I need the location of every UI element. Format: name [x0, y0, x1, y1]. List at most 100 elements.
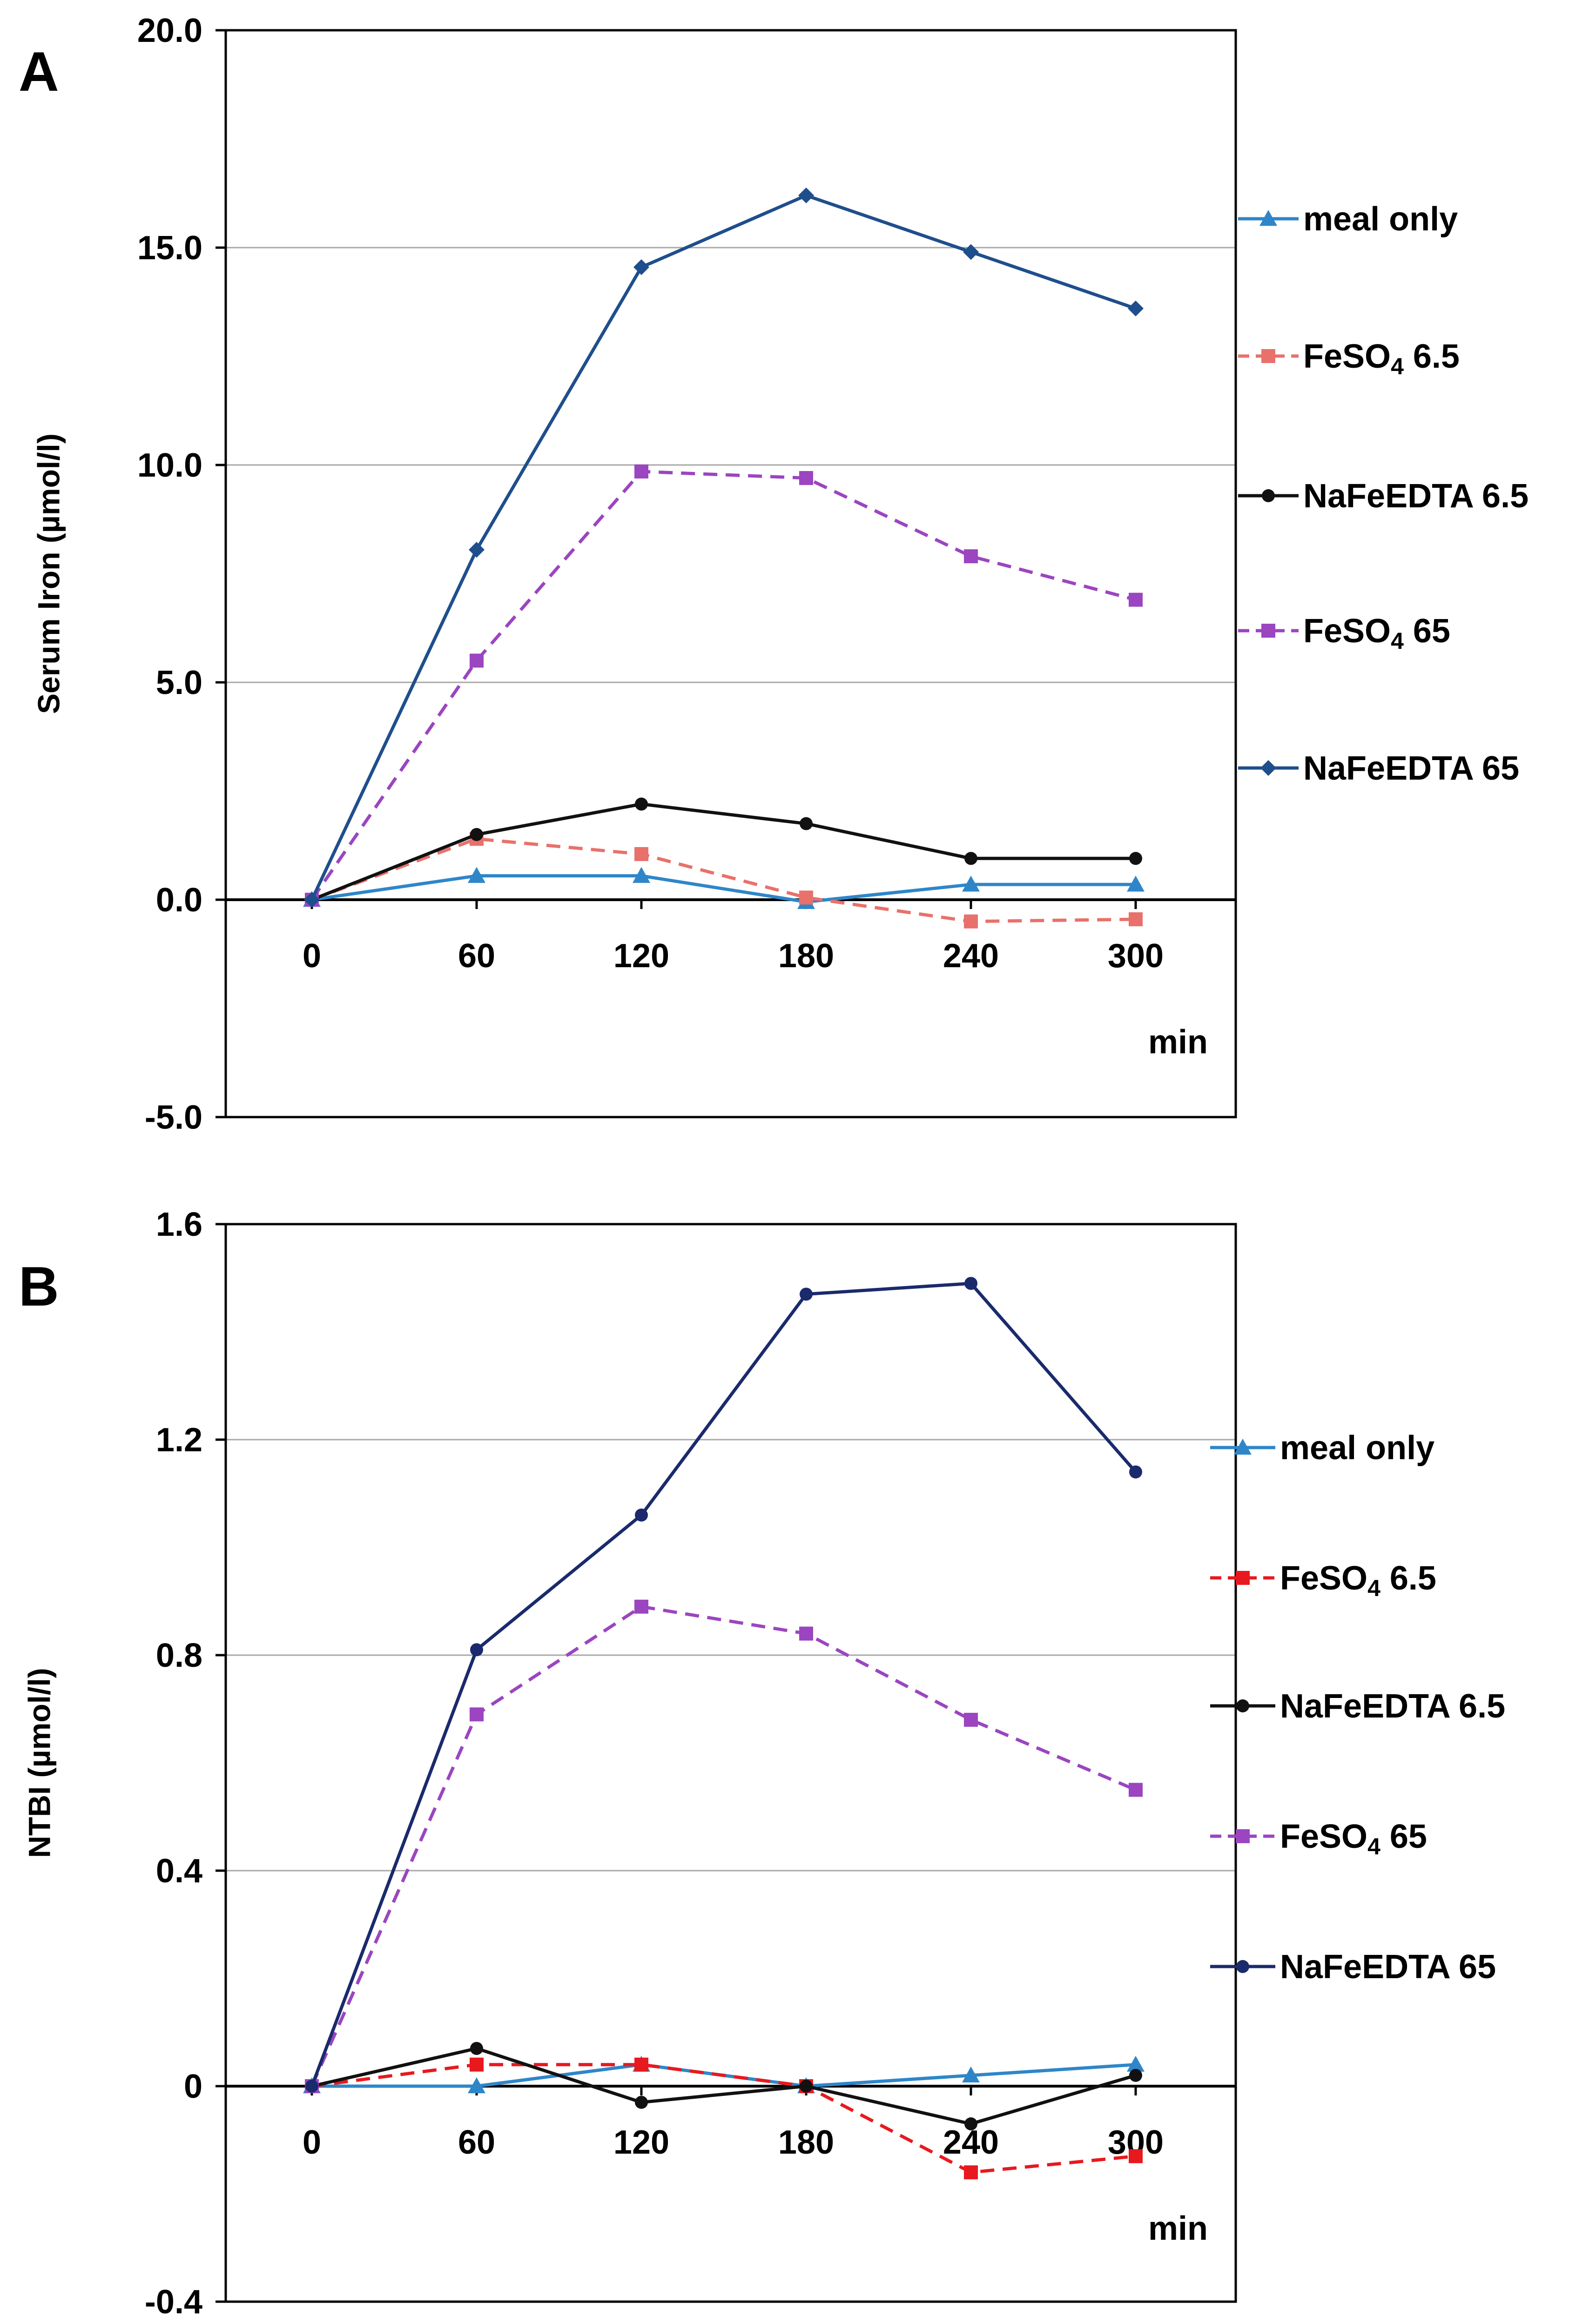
panel-a-y-tick-label: 10.0 [137, 447, 202, 484]
panel-b-series-1-point [1127, 2055, 1145, 2072]
panel-a-series-4-point [1129, 593, 1143, 607]
panel-a-series-4-point [634, 465, 648, 479]
panel-b-series-2 [305, 2057, 1143, 2180]
panel-a-series-1-line [311, 874, 1136, 904]
panel-b-series-5-point [1129, 1465, 1142, 1479]
panel-b-series-4 [305, 1599, 1143, 2093]
panel-a-y-tick-label: -5.0 [145, 1099, 202, 1136]
panel-b-series-4-point [634, 1599, 648, 1614]
panel-a-legend-entry: meal only [1238, 201, 1458, 238]
panel-a-series-4-point [799, 471, 813, 485]
panel-a-series-1-point [1127, 876, 1145, 892]
panel-a-series-2-point [1129, 912, 1143, 927]
panel-a-legend-marker [1261, 624, 1275, 638]
panel-a-series-5-point [469, 542, 485, 558]
panel-a-legend-marker [1259, 210, 1277, 226]
panel-a-y-tick-label: 15.0 [137, 229, 202, 267]
panel-b-series-5-point [305, 2080, 318, 2093]
panel-b-x-axis-title: min [1148, 2210, 1208, 2247]
panel-b-legend-label: meal only [1280, 1429, 1434, 1467]
panel-b-legend-marker [1236, 1571, 1250, 1585]
panel-b-series-4-line [310, 1605, 1137, 2087]
panel-a-legend-marker [1262, 489, 1275, 502]
panel-a-series-2-point [964, 914, 978, 929]
panel-a-x-tick-label: 240 [943, 937, 999, 975]
panel-b-legend-entry: NaFeEDTA 65 [1210, 1948, 1496, 1986]
panel-a-series-2 [305, 832, 1143, 929]
panel-b-series-5 [305, 1277, 1142, 2093]
panel-a-y-tick-label: 5.0 [156, 664, 202, 701]
panel-b-series-4-point [964, 1712, 978, 1727]
panel-a-plot-area [224, 29, 1237, 1118]
panel-a-legend-entry: FeSO4 65 [1238, 613, 1450, 654]
panel-b-series-5-point [470, 1643, 483, 1657]
panel-b-series-1-point [962, 2066, 980, 2083]
panel-b-series-2-line [311, 2063, 1136, 2174]
panel-a-series-3-line [311, 802, 1136, 902]
panel-b-series-5-point [800, 1287, 813, 1301]
panel-b-y-tick-label: 1.6 [156, 1206, 202, 1243]
panel-b-x-tick-label: 0 [303, 2124, 321, 2161]
panel-b-series-2-point [634, 2057, 648, 2072]
panel-b-series-3-point [635, 2095, 648, 2109]
panel-a-legend-entry: FeSO4 6.5 [1238, 338, 1460, 379]
panel-a-series-5-point [633, 259, 649, 276]
panel-b-legend-label: NaFeEDTA 65 [1280, 1948, 1496, 1986]
panel-b-legend-marker [1236, 1699, 1249, 1712]
panel-a-legend-marker [1261, 349, 1275, 363]
panel-a-series-5-point [304, 892, 320, 908]
panel-a-legend-label: NaFeEDTA 6.5 [1303, 478, 1529, 515]
panel-b-series-4-point [470, 1707, 484, 1722]
panel-b-x-tick-label: 120 [613, 2124, 669, 2161]
panel-b-y-tick-label: 0.4 [156, 1852, 202, 1890]
panel-b-series-5-point [964, 1277, 977, 1290]
panel-b-legend-label: FeSO4 65 [1280, 1818, 1427, 1859]
panel-a-series-5-point [798, 187, 814, 203]
panel-a-series-4 [305, 465, 1143, 907]
panel-a-legend-label: NaFeEDTA 65 [1303, 750, 1519, 787]
panel-a-series-2-point [634, 847, 648, 861]
panel-a-series-2-point [799, 890, 813, 905]
panel-b-series-3-line [311, 2047, 1136, 2126]
panel-a-legend-marker [1260, 760, 1276, 776]
panel-a-series-5-point [963, 244, 979, 260]
panel-a-series-3-point [470, 828, 483, 841]
panel-a-legend-label: meal only [1303, 201, 1458, 238]
panel-b-series-5-line [310, 1281, 1137, 2087]
panel-a-series-2-line [311, 837, 1136, 923]
panel-a-series-1-point [633, 867, 650, 883]
panel-a-legend-label: FeSO4 65 [1303, 613, 1450, 654]
panel-b-series-1-point [468, 2077, 485, 2094]
panel-b-y-axis-title: NTBI (µmol/l) [22, 1668, 56, 1858]
panel-b-legend-entry: meal only [1210, 1429, 1434, 1467]
panel-a-x-axis-title: min [1148, 1024, 1208, 1061]
panel-b-series-4-point [1129, 1783, 1143, 1797]
panel-a-x-tick-label: 180 [778, 937, 834, 975]
panel-b-legend-entry: NaFeEDTA 6.5 [1210, 1688, 1505, 1725]
panel-b-series-2-point [964, 2165, 978, 2180]
panel-a-series-1-point [962, 876, 980, 892]
panel-b-x-tick-label: 60 [458, 2124, 495, 2161]
panel-a-series-4-point [470, 653, 484, 668]
panel-a-series-4-point [964, 549, 978, 564]
panel-b-series-2-point [470, 2057, 484, 2072]
panel-a-series-5 [304, 187, 1144, 908]
panel-b-series-5-point [635, 1509, 648, 1522]
panel-a-panel-label: A [19, 40, 59, 103]
panel-b-series-2-point [1129, 2149, 1143, 2163]
panel-a-x-tick-label: 120 [613, 937, 669, 975]
panel-b-y-tick-label: -0.4 [145, 2284, 202, 2321]
panel-b-legend-entry: FeSO4 65 [1210, 1818, 1427, 1859]
panel-a-series-1 [303, 867, 1145, 909]
panel-b-y-tick-label: 1.2 [156, 1421, 202, 1459]
panel-b-series-3-point [1129, 2068, 1142, 2082]
panel-b-y-tick-label: 0 [184, 2068, 202, 2105]
panel-a-series-5-point [1128, 300, 1144, 317]
panel-a-x-tick-label: 0 [303, 937, 321, 975]
panel-b-series-4-point [799, 1626, 813, 1641]
panel-b-series-3-point [964, 2117, 977, 2131]
panel-a-series-3-point [1129, 852, 1142, 865]
panel-b-y-tick-label: 0.8 [156, 1637, 202, 1674]
panel-b-legend-marker [1234, 1439, 1252, 1455]
